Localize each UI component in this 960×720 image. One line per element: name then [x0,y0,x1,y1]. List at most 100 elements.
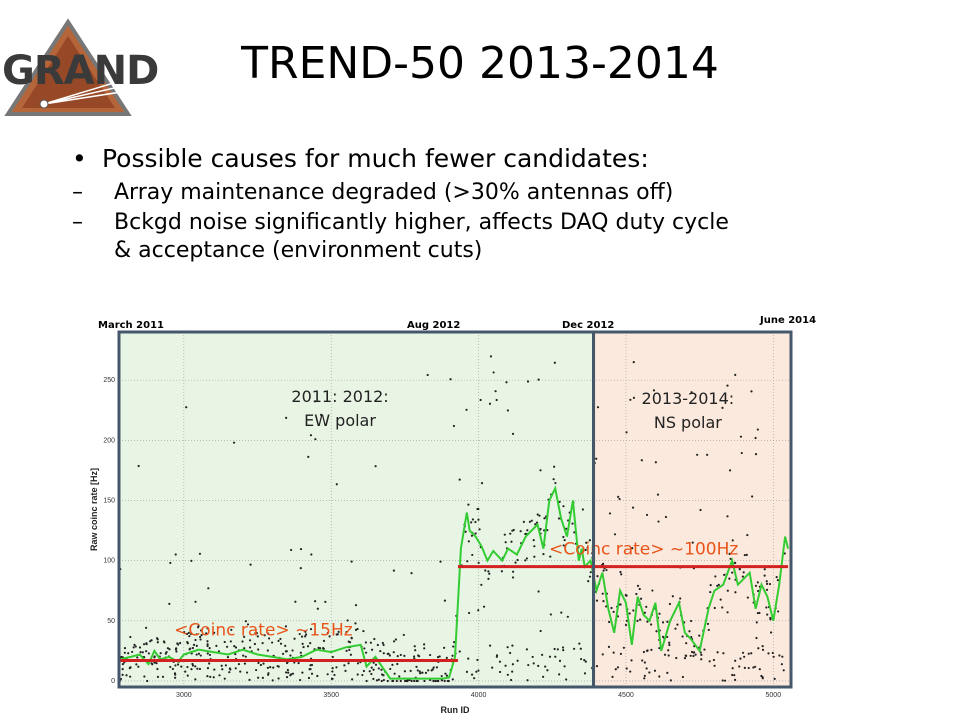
scatter-point [668,641,671,644]
scatter-point [487,577,490,580]
scatter-point [146,679,149,683]
scatter-point [423,643,426,646]
scatter-point [186,665,189,669]
scatter-point [726,515,729,518]
scatter-point [246,623,250,626]
scatter-point [467,657,470,660]
scatter-point [723,573,726,576]
scatter-point [585,541,588,544]
scatter-point [289,654,292,657]
scatter-point [242,654,245,657]
scatter-point [489,355,493,358]
scatter-point [434,679,437,683]
scatter-point [309,434,313,437]
scatter-point [625,431,628,434]
scatter-point [244,620,247,623]
scatter-point [194,600,197,603]
scatter-point [516,558,519,562]
scatter-point [162,640,166,643]
scatter-point [331,667,334,670]
scatter-point [554,481,557,485]
scatter-point [589,571,592,574]
scatter-point [277,639,280,642]
scatter-point [656,493,660,496]
scatter-point [261,641,264,645]
x-axis-label: Run ID [441,705,470,715]
y-axis-label: Raw coinc rate [Hz] [89,468,99,551]
x-tick-label: 5000 [766,692,782,699]
scatter-point [558,673,561,676]
scatter-point [194,638,197,642]
scatter-point [223,677,226,680]
scatter-point [756,611,759,615]
scatter-point [631,547,634,550]
scatter-point [443,599,447,602]
scatter-point [734,591,737,594]
scatter-point [376,643,379,647]
x-tick-label: 3500 [323,692,339,699]
scatter-point [243,662,247,665]
sub-bullet-2: – Bckgd noise significantly higher, affe… [72,209,932,265]
scatter-point [234,646,238,649]
scatter-point [427,669,430,672]
scatter-point [195,653,198,656]
scatter-point [285,676,289,679]
scatter-point [150,662,153,665]
scatter-point [646,649,649,652]
scatter-point [527,663,530,667]
scatter-point [301,642,304,645]
scatter-point [474,520,477,524]
scatter-point [573,531,576,534]
y-tick-label: 0 [111,678,115,685]
scatter-point [432,666,435,669]
scatter-point [392,569,396,572]
scatter-point [285,416,288,419]
scatter-point [654,461,657,464]
scatter-point [524,532,527,536]
scatter-point [291,672,295,675]
scatter-point [381,641,384,645]
scatter-point [326,631,329,635]
scatter-point [467,540,470,543]
scatter-point [669,679,672,682]
scatter-point [494,390,497,393]
scatter-point [651,589,654,592]
scatter-point [632,396,636,399]
scatter-point [284,625,288,628]
scatter-point [650,648,653,651]
scatter-point [546,529,549,532]
scatter-point [641,659,644,662]
scatter-point [200,629,203,632]
scatter-point [750,390,753,393]
scatter-point [479,398,482,402]
scatter-point [546,669,549,672]
scatter-point [147,652,150,655]
scatter-point [758,668,761,671]
scatter-point [618,497,621,501]
scatter-point [506,409,510,412]
scatter-point [519,530,522,533]
scatter-point [731,539,734,542]
scatter-point [709,590,712,594]
scatter-point [297,661,300,665]
scatter-point [277,677,280,680]
date-label-march-2011: March 2011 [98,320,164,331]
region-label-1-line1: 2011: 2012: [291,387,388,406]
scatter-point [643,674,646,677]
scatter-point [743,666,746,669]
scatter-point [693,651,696,654]
scatter-point [657,520,660,523]
logo-text: GRAND [2,48,159,94]
scatter-point [166,647,170,650]
scatter-point [505,381,508,384]
scatter-point [354,622,357,625]
scatter-point [605,605,608,608]
scatter-point [524,559,527,562]
scatter-point [632,609,635,612]
scatter-point [596,574,599,578]
scatter-point [754,665,757,668]
scatter-point [232,441,236,444]
scatter-point [629,670,632,673]
scatter-point [217,650,221,653]
scatter-point [646,620,649,623]
